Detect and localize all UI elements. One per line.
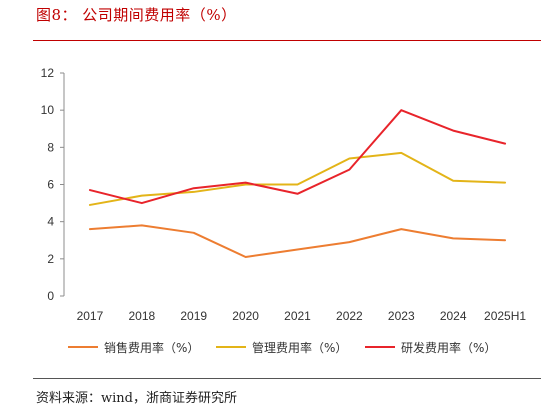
x-tick-label: 2022 (336, 309, 363, 323)
y-tick-label: 0 (47, 289, 54, 303)
y-tick-label: 10 (41, 103, 55, 117)
series-line-2 (88, 151, 507, 206)
title-divider (33, 40, 541, 41)
x-tick-label: 2019 (180, 309, 207, 323)
series-line-3 (88, 109, 507, 205)
legend-label-3: 研发费用率（%） (401, 340, 496, 355)
y-tick-label: 2 (47, 252, 54, 266)
y-tick-label: 8 (47, 140, 54, 154)
chart-legend: 销售费用率（%） 管理费用率（%） 研发费用率（%） (68, 340, 496, 355)
chart-series (88, 109, 507, 258)
source-note: 资料来源：wind，浙商证券研究所 (36, 391, 237, 406)
x-tick-label: 2021 (284, 309, 311, 323)
legend-label-2: 管理费用率（%） (252, 340, 347, 355)
legend-label-1: 销售费用率（%） (104, 340, 199, 355)
y-tick-label: 12 (41, 66, 55, 80)
x-tick-label: 2025H1 (484, 309, 526, 323)
source-divider (33, 378, 541, 379)
line-chart: 0 2 4 6 8 10 12 2017 2018 2019 2020 2021 2022 2023 202… (41, 66, 527, 355)
y-tick-label: 6 (47, 178, 54, 192)
figure-title: 图8： 公司期间费用率（%） (36, 6, 237, 24)
x-tick-label: 2024 (440, 309, 467, 323)
x-tick-label: 2017 (77, 309, 104, 323)
x-tick-label: 2020 (232, 309, 259, 323)
y-tick-label: 4 (47, 215, 54, 229)
chart-axes: 0 2 4 6 8 10 12 2017 2018 2019 2020 2021 2022 2023 202… (41, 66, 527, 323)
x-tick-label: 2018 (128, 309, 155, 323)
x-tick-label: 2023 (388, 309, 415, 323)
series-line-1 (88, 224, 507, 258)
